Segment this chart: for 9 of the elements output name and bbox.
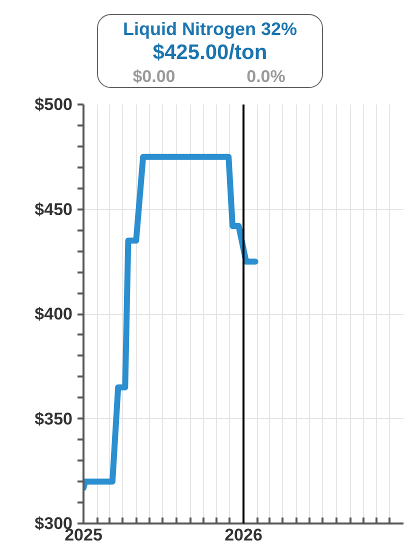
text: $0.00 bbox=[132, 66, 176, 88]
y-tick-label: $500 bbox=[34, 95, 73, 114]
y-tick-label: $400 bbox=[34, 304, 73, 324]
text: $425.00/ton bbox=[152, 40, 268, 66]
y-tick-label: $450 bbox=[34, 200, 73, 219]
text: 0.0% bbox=[246, 66, 286, 88]
x-tick-label: 2026 bbox=[224, 526, 262, 544]
chart-title: Liquid Nitrogen 32% bbox=[122, 18, 298, 40]
y-tick-label: $350 bbox=[34, 409, 73, 428]
